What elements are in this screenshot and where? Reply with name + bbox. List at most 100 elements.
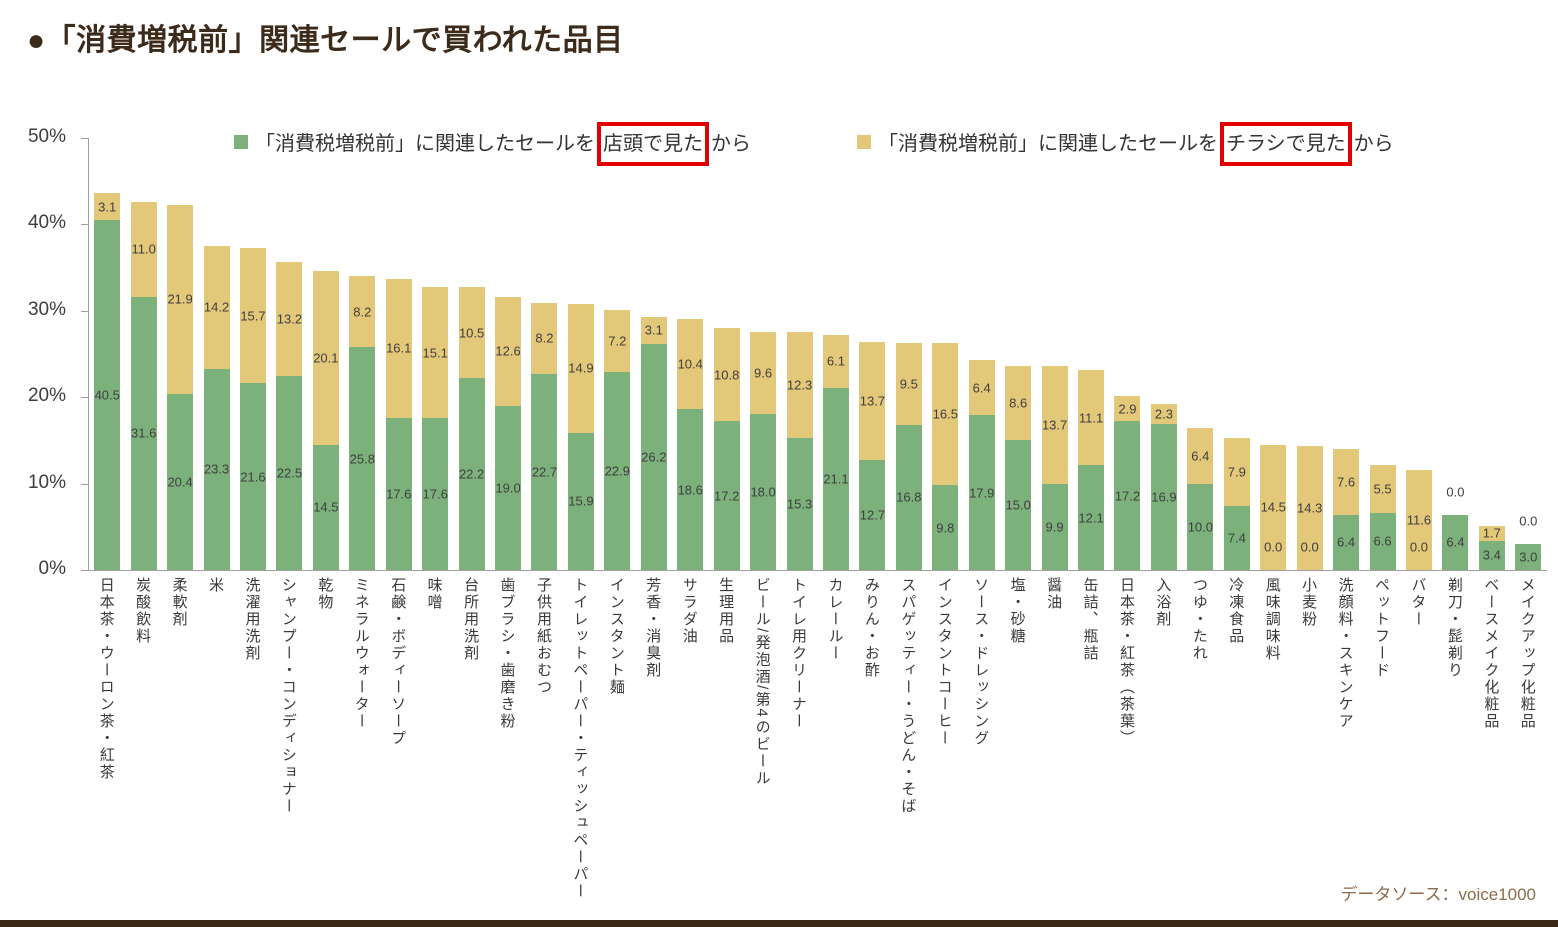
category-slot: 風味調味料 xyxy=(1254,577,1290,662)
bar-segment-flyer: 6.4 xyxy=(968,360,995,416)
y-tick-label: 20% xyxy=(27,385,66,407)
bar-segment-store: 12.1 xyxy=(1078,465,1105,570)
category-label: ソース・ドレッシング xyxy=(972,577,990,747)
category-label: 芳香・消臭剤 xyxy=(644,577,662,679)
category-slot: 歯ブラシ・歯磨き粉 xyxy=(489,577,525,730)
category-label: 洗濯用洗剤 xyxy=(243,577,261,662)
value-label: 3.1 xyxy=(644,322,663,338)
bar-segment-store: 20.4 xyxy=(167,393,194,570)
bar: 12.1 11.1 xyxy=(1078,369,1105,570)
value-label: 0.0 xyxy=(1519,513,1538,529)
value-label: 18.0 xyxy=(750,484,776,500)
category-label: みりん・お酢 xyxy=(862,577,880,679)
value-label: 17.6 xyxy=(422,486,448,502)
bar-segment-store: 22.5 xyxy=(276,375,303,570)
bar: 26.2 3.1 xyxy=(640,316,667,570)
value-label: 21.9 xyxy=(167,291,193,307)
bar-segment-flyer: 5.5 xyxy=(1369,465,1396,513)
value-label: 16.5 xyxy=(932,406,958,422)
bar: 9.8 16.5 xyxy=(932,342,959,570)
bar: 22.7 8.2 xyxy=(531,303,558,570)
value-label: 22.7 xyxy=(531,464,558,480)
category-label: インスタント麺 xyxy=(607,577,625,696)
value-label: 7.4 xyxy=(1227,530,1246,546)
bar: 9.9 13.7 xyxy=(1041,366,1068,570)
category-label: ミネラルウォーター xyxy=(352,577,370,730)
value-label: 40.5 xyxy=(94,387,120,403)
category-label: 台所用洗剤 xyxy=(462,577,480,662)
bar-segment-store: 21.6 xyxy=(239,383,266,570)
category-label: 缶詰、瓶詰 xyxy=(1081,577,1099,662)
value-label: 20.1 xyxy=(313,350,339,366)
value-label: 14.3 xyxy=(1297,500,1323,516)
value-label: 22.2 xyxy=(458,466,485,482)
legend-label-flyer: 「消費税増税前」に関連したセールを チラシで見た から xyxy=(878,122,1394,166)
category-label: 入浴剤 xyxy=(1154,577,1172,628)
value-label: 12.6 xyxy=(495,343,521,359)
legend-text-post-store: から xyxy=(711,133,751,155)
value-label: 8.2 xyxy=(535,330,554,346)
bar-segment-flyer: 11.0 xyxy=(130,201,157,297)
y-tick-mark xyxy=(81,570,89,571)
value-label: 9.9 xyxy=(1045,519,1064,535)
category-label: シャンプー・コンディショナー xyxy=(279,577,297,815)
bar: 21.1 6.1 xyxy=(822,335,849,570)
category-slot: 日本茶・ウーロン茶・紅茶 xyxy=(88,577,124,781)
value-label: 11.1 xyxy=(1078,410,1104,426)
value-label: 15.0 xyxy=(1005,497,1031,513)
category-label: ビール/発泡酒/第4のビール xyxy=(753,577,771,787)
legend-text-pre-flyer: 「消費税増税前」に関連したセールを xyxy=(878,133,1218,155)
bar-segment-store: 9.8 xyxy=(932,485,959,570)
bar-segment-store: 15.9 xyxy=(567,432,594,570)
bar: 31.6 11.0 xyxy=(130,201,157,570)
category-slot: トイレットペーパー・ティッシュペーパー xyxy=(562,577,598,900)
bar-segment-store: 16.9 xyxy=(1150,423,1177,570)
value-label: 13.7 xyxy=(1041,417,1068,433)
bar: 15.3 12.3 xyxy=(786,331,813,570)
category-slot: 台所用洗剤 xyxy=(452,577,488,662)
bar-segment-store: 17.9 xyxy=(968,415,995,570)
category-slot: 洗顔料・スキンケア xyxy=(1327,577,1363,730)
bar: 6.4 7.6 xyxy=(1333,449,1360,570)
value-label: 10.4 xyxy=(677,356,703,372)
bar-segment-flyer: 16.5 xyxy=(932,342,959,486)
value-label: 12.3 xyxy=(786,377,813,393)
bar-segment-flyer: 9.5 xyxy=(895,342,922,425)
value-label: 2.9 xyxy=(1118,401,1137,417)
bar-segment-store: 6.4 xyxy=(1333,514,1360,570)
value-label: 19.0 xyxy=(495,480,521,496)
category-label: 乾物 xyxy=(316,577,334,611)
value-label: 17.2 xyxy=(1114,488,1141,504)
bar-segment-store: 22.7 xyxy=(531,373,558,570)
value-label: 14.2 xyxy=(203,299,230,315)
value-label: 20.4 xyxy=(167,474,193,490)
category-label: 炭酸飲料 xyxy=(134,577,152,645)
value-label: 7.6 xyxy=(1337,474,1356,490)
legend: 「消費税増税前」に関連したセールを 店頭で見た から 「消費税増税前」に関連したセー… xyxy=(89,122,1394,166)
value-label: 11.6 xyxy=(1406,512,1432,528)
category-slot: トイレ用クリーナー xyxy=(780,577,816,730)
bar-segment-store: 18.0 xyxy=(750,414,777,570)
value-label: 0.0 xyxy=(1264,539,1283,555)
category-slot: みりん・お酢 xyxy=(853,577,889,679)
bar-segment-flyer: 14.2 xyxy=(203,246,230,369)
bar-segment-flyer: 20.1 xyxy=(312,271,339,445)
value-label: 6.1 xyxy=(826,353,846,369)
legend-swatch-flyer xyxy=(857,134,871,149)
bar-segment-flyer: 6.1 xyxy=(822,335,849,388)
bar-segment-store: 3.0 xyxy=(1515,544,1542,570)
bar-segment-flyer: 13.7 xyxy=(859,341,886,461)
bar-segment-store: 22.2 xyxy=(458,378,485,570)
category-label: 醤油 xyxy=(1045,577,1063,611)
value-label: 6.4 xyxy=(1446,534,1465,550)
category-slot: ビール/発泡酒/第4のビール xyxy=(744,577,780,787)
category-slot: バター xyxy=(1400,577,1436,628)
value-label: 3.4 xyxy=(1482,547,1501,563)
bar-segment-store: 31.6 xyxy=(130,296,157,570)
category-label: トイレットペーパー・ティッシュペーパー xyxy=(571,577,589,900)
value-label: 14.9 xyxy=(568,360,594,376)
bottom-border-bar xyxy=(0,920,1558,927)
value-label: 23.3 xyxy=(203,461,230,477)
category-slot: カレールー xyxy=(817,577,853,662)
